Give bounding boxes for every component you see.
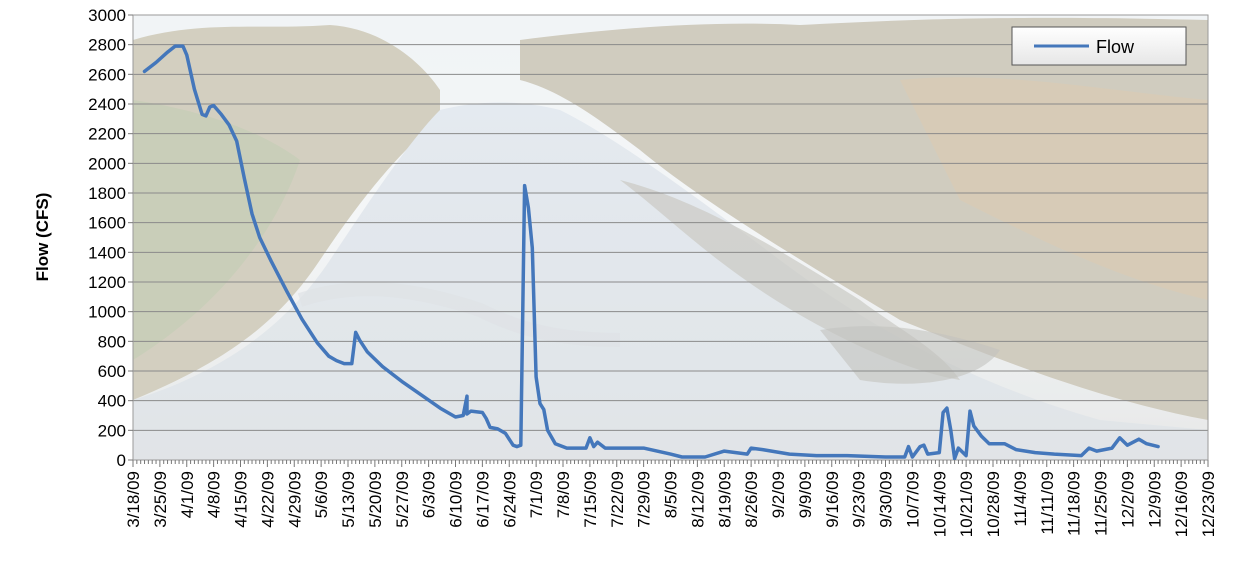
- x-tick-label: 10/28/09: [984, 471, 1003, 537]
- y-tick-label: 2400: [88, 95, 126, 114]
- x-tick-label: 8/12/09: [688, 471, 707, 528]
- x-tick-label: 4/1/09: [178, 471, 197, 518]
- x-tick-label: 4/15/09: [232, 471, 251, 528]
- y-tick-label: 200: [98, 421, 126, 440]
- y-tick-label: 2600: [88, 65, 126, 84]
- x-tick-label: 7/8/09: [554, 471, 573, 518]
- x-tick-label: 3/25/09: [151, 471, 170, 528]
- x-tick-label: 6/17/09: [473, 471, 492, 528]
- x-tick-label: 7/29/09: [635, 471, 654, 528]
- y-axis: 0 200 400 600 800 1000 1200 1400 1600 1800 2000 220…: [88, 6, 133, 470]
- y-tick-label: 1600: [88, 214, 126, 233]
- x-tick-label: 7/15/09: [581, 471, 600, 528]
- x-tick-label: 9/9/09: [796, 471, 815, 518]
- x-tick-label: 9/30/09: [877, 471, 896, 528]
- x-tick-label: 12/2/09: [1118, 471, 1137, 528]
- x-tick-label: 11/11/09: [1038, 471, 1057, 535]
- y-axis-label: Flow (CFS): [33, 193, 52, 282]
- x-tick-label: 4/8/09: [205, 471, 224, 518]
- series-line-flow: [142, 44, 1160, 460]
- x-tick-label: 5/13/09: [339, 471, 358, 528]
- x-tick-label: 8/19/09: [715, 471, 734, 528]
- legend-label-flow: Flow: [1096, 37, 1135, 57]
- x-tick-label: 4/22/09: [258, 471, 277, 528]
- y-tick-label: 1000: [88, 303, 126, 322]
- y-tick-label: 1200: [88, 273, 126, 292]
- x-tick-label: 4/29/09: [285, 471, 304, 528]
- legend: Flow: [1011, 26, 1187, 66]
- x-tick-label: 6/3/09: [420, 471, 439, 518]
- y-tick-label: 2200: [88, 125, 126, 144]
- y-tick-label: 2000: [88, 154, 126, 173]
- series-group: [142, 44, 1160, 460]
- x-tick-label: 9/23/09: [850, 471, 869, 528]
- y-tick-label: 400: [98, 392, 126, 411]
- y-tick-label: 0: [117, 451, 126, 470]
- y-tick-label: 1400: [88, 243, 126, 262]
- x-tick-label: 5/20/09: [366, 471, 385, 528]
- x-tick-label: 11/25/09: [1092, 471, 1111, 536]
- y-tick-label: 3000: [88, 6, 126, 25]
- x-tick-label: 5/27/09: [393, 471, 412, 528]
- x-tick-label: 5/6/09: [312, 471, 331, 518]
- x-tick-label: 10/21/09: [957, 471, 976, 537]
- x-tick-label: 3/18/09: [124, 471, 143, 528]
- x-tick-label: 8/26/09: [742, 471, 761, 528]
- x-tick-label: 12/9/09: [1145, 471, 1164, 528]
- background-photo: [133, 15, 1208, 460]
- y-tick-label: 600: [98, 362, 126, 381]
- x-tick-label: 6/10/09: [447, 471, 466, 528]
- x-tick-label: 10/14/09: [930, 471, 949, 537]
- x-tick-label: 12/23/09: [1199, 471, 1218, 537]
- x-tick-label: 10/7/09: [903, 471, 922, 528]
- x-tick-label: 8/5/09: [662, 471, 681, 518]
- x-axis: 3/18/09 3/25/09 4/1/09 4/8/09 4/15/09 4/22/09…: [124, 460, 1218, 537]
- x-tick-label: 7/22/09: [608, 471, 627, 528]
- x-tick-label: 11/4/09: [1011, 471, 1030, 526]
- x-tick-label: 7/1/09: [527, 471, 546, 518]
- x-tick-label: 9/16/09: [823, 471, 842, 528]
- x-tick-label: 12/16/09: [1172, 471, 1191, 537]
- x-tick-label: 11/18/09: [1065, 471, 1084, 536]
- y-tick-label: 1800: [88, 184, 126, 203]
- y-tick-label: 2800: [88, 36, 126, 55]
- x-tick-label: 9/2/09: [769, 471, 788, 518]
- y-tick-label: 800: [98, 332, 126, 351]
- x-tick-label: 6/24/09: [500, 471, 519, 528]
